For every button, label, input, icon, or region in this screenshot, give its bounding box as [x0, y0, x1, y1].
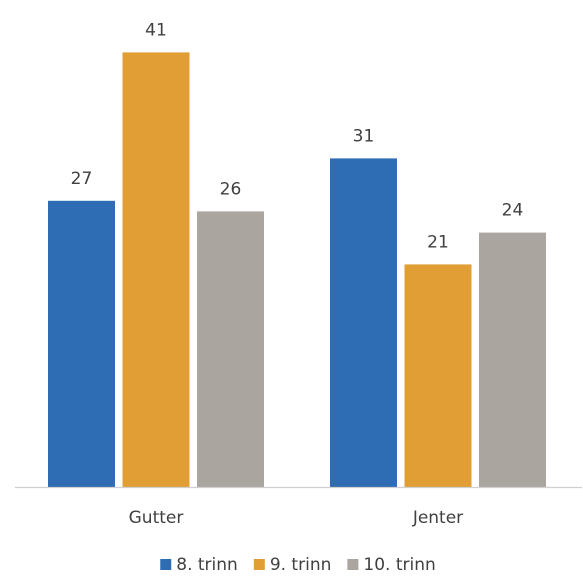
category-labels-layer: Gutter Jenter	[129, 508, 464, 528]
legend: 8. trinn 9. trinn 10. trinn	[160, 555, 436, 575]
bar-jenter-9-trinn	[404, 264, 472, 487]
data-labels-layer: 27 41 26 31 21 24	[71, 20, 524, 252]
legend-item-9-trinn: 9. trinn	[253, 555, 332, 575]
bar-gutter-9-trinn	[122, 52, 190, 488]
bar-gutter-10-trinn	[197, 211, 264, 487]
legend-swatch-8-trinn	[160, 559, 172, 570]
legend-label-10-trinn: 10. trinn	[363, 555, 435, 575]
data-label-gutter-8-trinn: 27	[71, 169, 93, 189]
data-label-jenter-8-trinn: 31	[353, 126, 375, 146]
legend-item-8-trinn: 8. trinn	[160, 555, 238, 575]
legend-swatch-9-trinn	[253, 559, 265, 570]
legend-label-9-trinn: 9. trinn	[270, 555, 332, 575]
legend-label-8-trinn: 8. trinn	[176, 555, 238, 575]
bar-jenter-8-trinn	[330, 158, 397, 487]
data-label-jenter-9-trinn: 21	[427, 232, 449, 252]
legend-item-10-trinn: 10. trinn	[347, 555, 436, 575]
legend-swatch-10-trinn	[347, 559, 359, 570]
category-label-jenter: Jenter	[412, 508, 463, 528]
data-label-gutter-10-trinn: 26	[220, 179, 242, 199]
bar-jenter-10-trinn	[479, 232, 546, 487]
data-label-jenter-10-trinn: 24	[502, 201, 524, 221]
category-label-gutter: Gutter	[129, 508, 184, 528]
bars-layer	[48, 52, 546, 488]
bar-gutter-8-trinn	[48, 200, 115, 488]
data-label-gutter-9-trinn: 41	[145, 20, 167, 40]
